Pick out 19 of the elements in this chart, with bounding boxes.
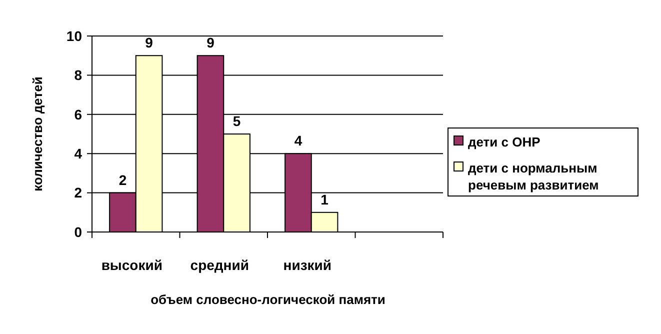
data-label: 2 — [118, 172, 127, 188]
y-tick-label: 4 — [74, 146, 82, 162]
y-tick-label: 0 — [74, 224, 82, 240]
y-tick-label: 8 — [74, 67, 82, 84]
data-label: 5 — [232, 113, 241, 129]
x-tick-label: высокий — [101, 257, 162, 273]
legend-label: дети с ОНР — [468, 134, 541, 150]
data-label: 4 — [294, 132, 302, 149]
x-axis-title: объем словесно-логической памяти — [150, 292, 386, 307]
legend-label: дети с нормальным речевым развитием — [468, 160, 599, 192]
y-tick-label: 6 — [74, 106, 82, 122]
data-label: 9 — [145, 34, 154, 51]
y-tick-label: 10 — [66, 28, 82, 44]
x-tick-label: низкий — [283, 257, 332, 273]
y-tick-label: 2 — [74, 184, 82, 201]
data-label: 9 — [206, 34, 215, 51]
data-label: 1 — [320, 191, 329, 208]
y-axis-title: количество детей — [30, 76, 45, 192]
x-tick-label: средний — [190, 257, 249, 273]
